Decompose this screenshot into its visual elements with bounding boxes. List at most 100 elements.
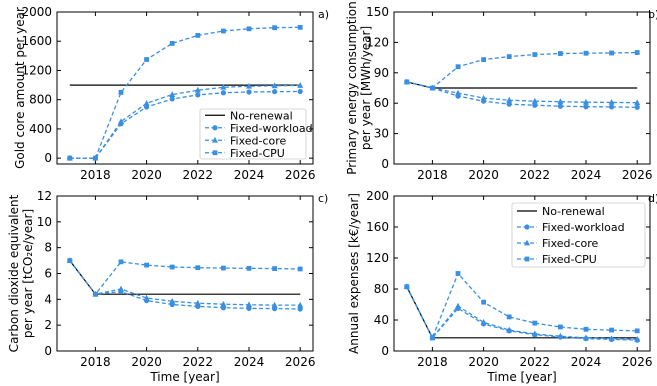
data-point-fixed-core (557, 98, 564, 105)
data-point-fixed-cpu (583, 50, 589, 56)
data-point-fixed-workload (246, 89, 252, 95)
legend-box (199, 108, 307, 160)
data-point-fixed-cpu (67, 258, 73, 263)
x-tick-label: 2020 (468, 355, 499, 369)
y-tick-label: 0 (44, 344, 52, 358)
x-tick-label: 2018 (80, 355, 111, 369)
plot-frame (393, 11, 651, 165)
y-tick-label: 2 (44, 318, 52, 332)
y-tick-label: 1600 (21, 34, 52, 48)
y-axis-label: Annual expenses [k€/year] (347, 193, 361, 354)
legend-marker-fixed-workload (524, 224, 530, 230)
plot-frame (393, 195, 651, 352)
x-axis-label: Time [year] (486, 370, 556, 384)
data-point-fixed-workload (634, 104, 640, 110)
data-point-fixed-core (455, 302, 461, 309)
legend-marker-fixed-core (524, 239, 530, 246)
data-point-fixed-cpu (246, 265, 252, 271)
panel-b: 2018 2020 2022 2024 2026 0 30 60 90 120 150Primary… (345, 1, 657, 182)
legend-label-fixed-workload: Fixed-workload (542, 221, 625, 234)
data-point-fixed-core (583, 334, 589, 341)
y-tick-label: 200 (366, 189, 389, 203)
data-point-fixed-cpu (118, 89, 124, 95)
data-point-fixed-cpu (506, 54, 512, 59)
data-point-fixed-cpu (297, 24, 303, 30)
data-point-fixed-core (194, 86, 201, 93)
data-point-fixed-core (506, 326, 513, 333)
x-tick-label: 2018 (417, 168, 448, 182)
series-line-fixed-cpu (69, 260, 301, 296)
data-point-fixed-cpu (221, 28, 226, 34)
x-tick-label: 2022 (520, 355, 551, 369)
panel-letter: a) (318, 8, 329, 21)
series-line-fixed-core (406, 286, 638, 341)
data-point-fixed-workload (297, 88, 303, 95)
y-tick-label: 160 (366, 220, 389, 234)
data-point-fixed-workload (557, 103, 564, 109)
legend-marker-fixed-workload (212, 125, 218, 131)
x-tick-label: 2020 (131, 168, 162, 182)
data-point-fixed-workload (583, 104, 589, 110)
data-point-fixed-core (297, 82, 304, 88)
y-axis-label: Carbon dioxide equivalentper year [tCO₂e… (7, 194, 35, 352)
data-point-fixed-cpu (609, 50, 614, 56)
series-line-no-renewal (69, 260, 301, 295)
data-point-fixed-cpu (558, 324, 563, 330)
data-point-fixed-core (531, 330, 538, 337)
data-point-fixed-core (480, 94, 487, 101)
y-tick-label: 40 (374, 313, 389, 327)
data-point-fixed-cpu (221, 265, 226, 271)
legend-label-no-renewal: No-renewal (230, 109, 293, 122)
data-point-fixed-cpu (195, 32, 201, 38)
x-tick-label: 2020 (468, 168, 499, 182)
data-point-fixed-core (271, 301, 278, 308)
data-point-fixed-core (118, 118, 124, 125)
data-point-fixed-workload (532, 102, 538, 108)
panel-d: 2018 2020 2022 2024 2026 0 40 80 120 160 200 Annual… (347, 189, 657, 384)
legend-label-fixed-workload: Fixed-workload (230, 122, 313, 135)
y-tick-label: 6 (44, 267, 52, 281)
y-tick-label: 10 (37, 215, 52, 229)
y-tick-label: 2000 (21, 5, 52, 19)
legend: No-renewalFixed-workloadFixed-coreFixed-… (199, 108, 313, 160)
legend-marker-fixed-core (212, 136, 218, 143)
data-point-fixed-core (169, 297, 176, 304)
y-tick-label: 0 (44, 151, 52, 165)
data-point-fixed-cpu (169, 264, 175, 270)
data-point-fixed-core (634, 335, 641, 342)
data-point-fixed-cpu (118, 259, 124, 265)
legend-label-no-renewal: No-renewal (542, 205, 605, 218)
data-point-fixed-cpu (455, 271, 461, 276)
data-point-fixed-core (118, 285, 124, 292)
legend-label-fixed-core: Fixed-core (230, 134, 287, 147)
data-point-fixed-cpu (455, 64, 461, 70)
series-line-fixed-workload (69, 260, 301, 310)
x-tick-label: 2018 (417, 355, 448, 369)
data-point-fixed-core (480, 318, 487, 325)
data-point-fixed-workload (169, 96, 175, 102)
data-point-fixed-cpu (481, 57, 486, 63)
series-line-fixed-cpu (406, 272, 638, 340)
data-point-fixed-core (608, 98, 615, 105)
x-tick-label: 2020 (131, 355, 162, 369)
y-axis-label: Primary energy consumptionper year [MWh/… (345, 1, 373, 175)
data-point-fixed-cpu (609, 327, 614, 333)
plot-frame (56, 11, 314, 165)
series-line-fixed-cpu (406, 51, 638, 89)
data-point-fixed-cpu (272, 266, 277, 271)
y-tick-label: 80 (374, 282, 389, 296)
panel-a: 2018 2020 2022 2024 2026 0 400 800 1200 1600 2000G… (13, 5, 329, 182)
y-tick-label: 400 (29, 122, 52, 136)
plot-frame (56, 195, 314, 352)
x-tick-label: 2026 (622, 168, 653, 182)
data-point-fixed-core (608, 335, 615, 341)
legend-label-fixed-core: Fixed-core (542, 237, 599, 250)
data-point-fixed-cpu (404, 79, 410, 85)
data-point-fixed-cpu (404, 284, 410, 290)
data-point-fixed-cpu (144, 262, 149, 268)
data-point-fixed-core (455, 89, 461, 96)
y-tick-label: 8 (44, 241, 52, 255)
data-point-fixed-workload (272, 89, 278, 95)
